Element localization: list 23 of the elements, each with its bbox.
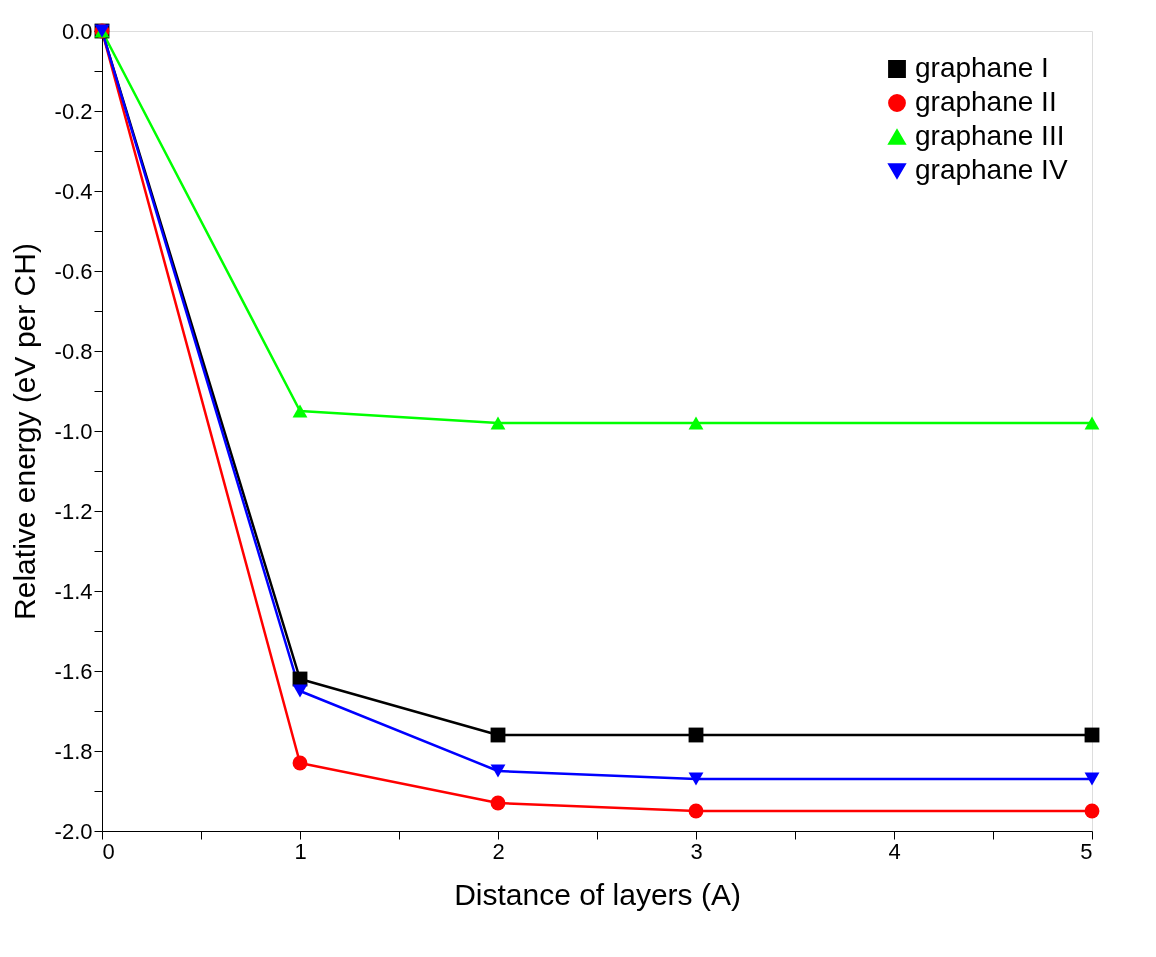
y-tick-label: -0.8: [54, 338, 93, 364]
legend-label: graphane II: [915, 86, 1057, 117]
y-tick-label: -0.6: [54, 258, 93, 284]
y-tick-label: -0.2: [54, 98, 93, 124]
x-tick-label: 4: [888, 838, 901, 864]
y-axis-title: Relative energy (eV per CH): [7, 243, 41, 620]
legend-label: graphane IV: [915, 154, 1068, 185]
legend-label: graphane III: [915, 120, 1065, 151]
x-tick-label: 1: [294, 838, 307, 864]
x-axis-title: Distance of layers (A): [454, 877, 741, 911]
y-tick-label: -0.4: [54, 178, 93, 204]
y-tick-label: -2.0: [54, 818, 93, 844]
y-tick-label: 0.0: [61, 18, 93, 44]
x-tick-label: 3: [690, 838, 703, 864]
x-tick-label: 2: [492, 838, 505, 864]
x-tick-label: 0: [102, 838, 115, 864]
y-tick-label: -1.6: [54, 658, 93, 684]
x-tick-label: 5: [1080, 838, 1093, 864]
y-tick-label: -1.0: [54, 418, 93, 444]
y-tick-label: -1.4: [54, 578, 93, 604]
legend-label: graphane I: [915, 52, 1049, 83]
y-tick-label: -1.8: [54, 738, 93, 764]
y-tick-label: -1.2: [54, 498, 93, 524]
